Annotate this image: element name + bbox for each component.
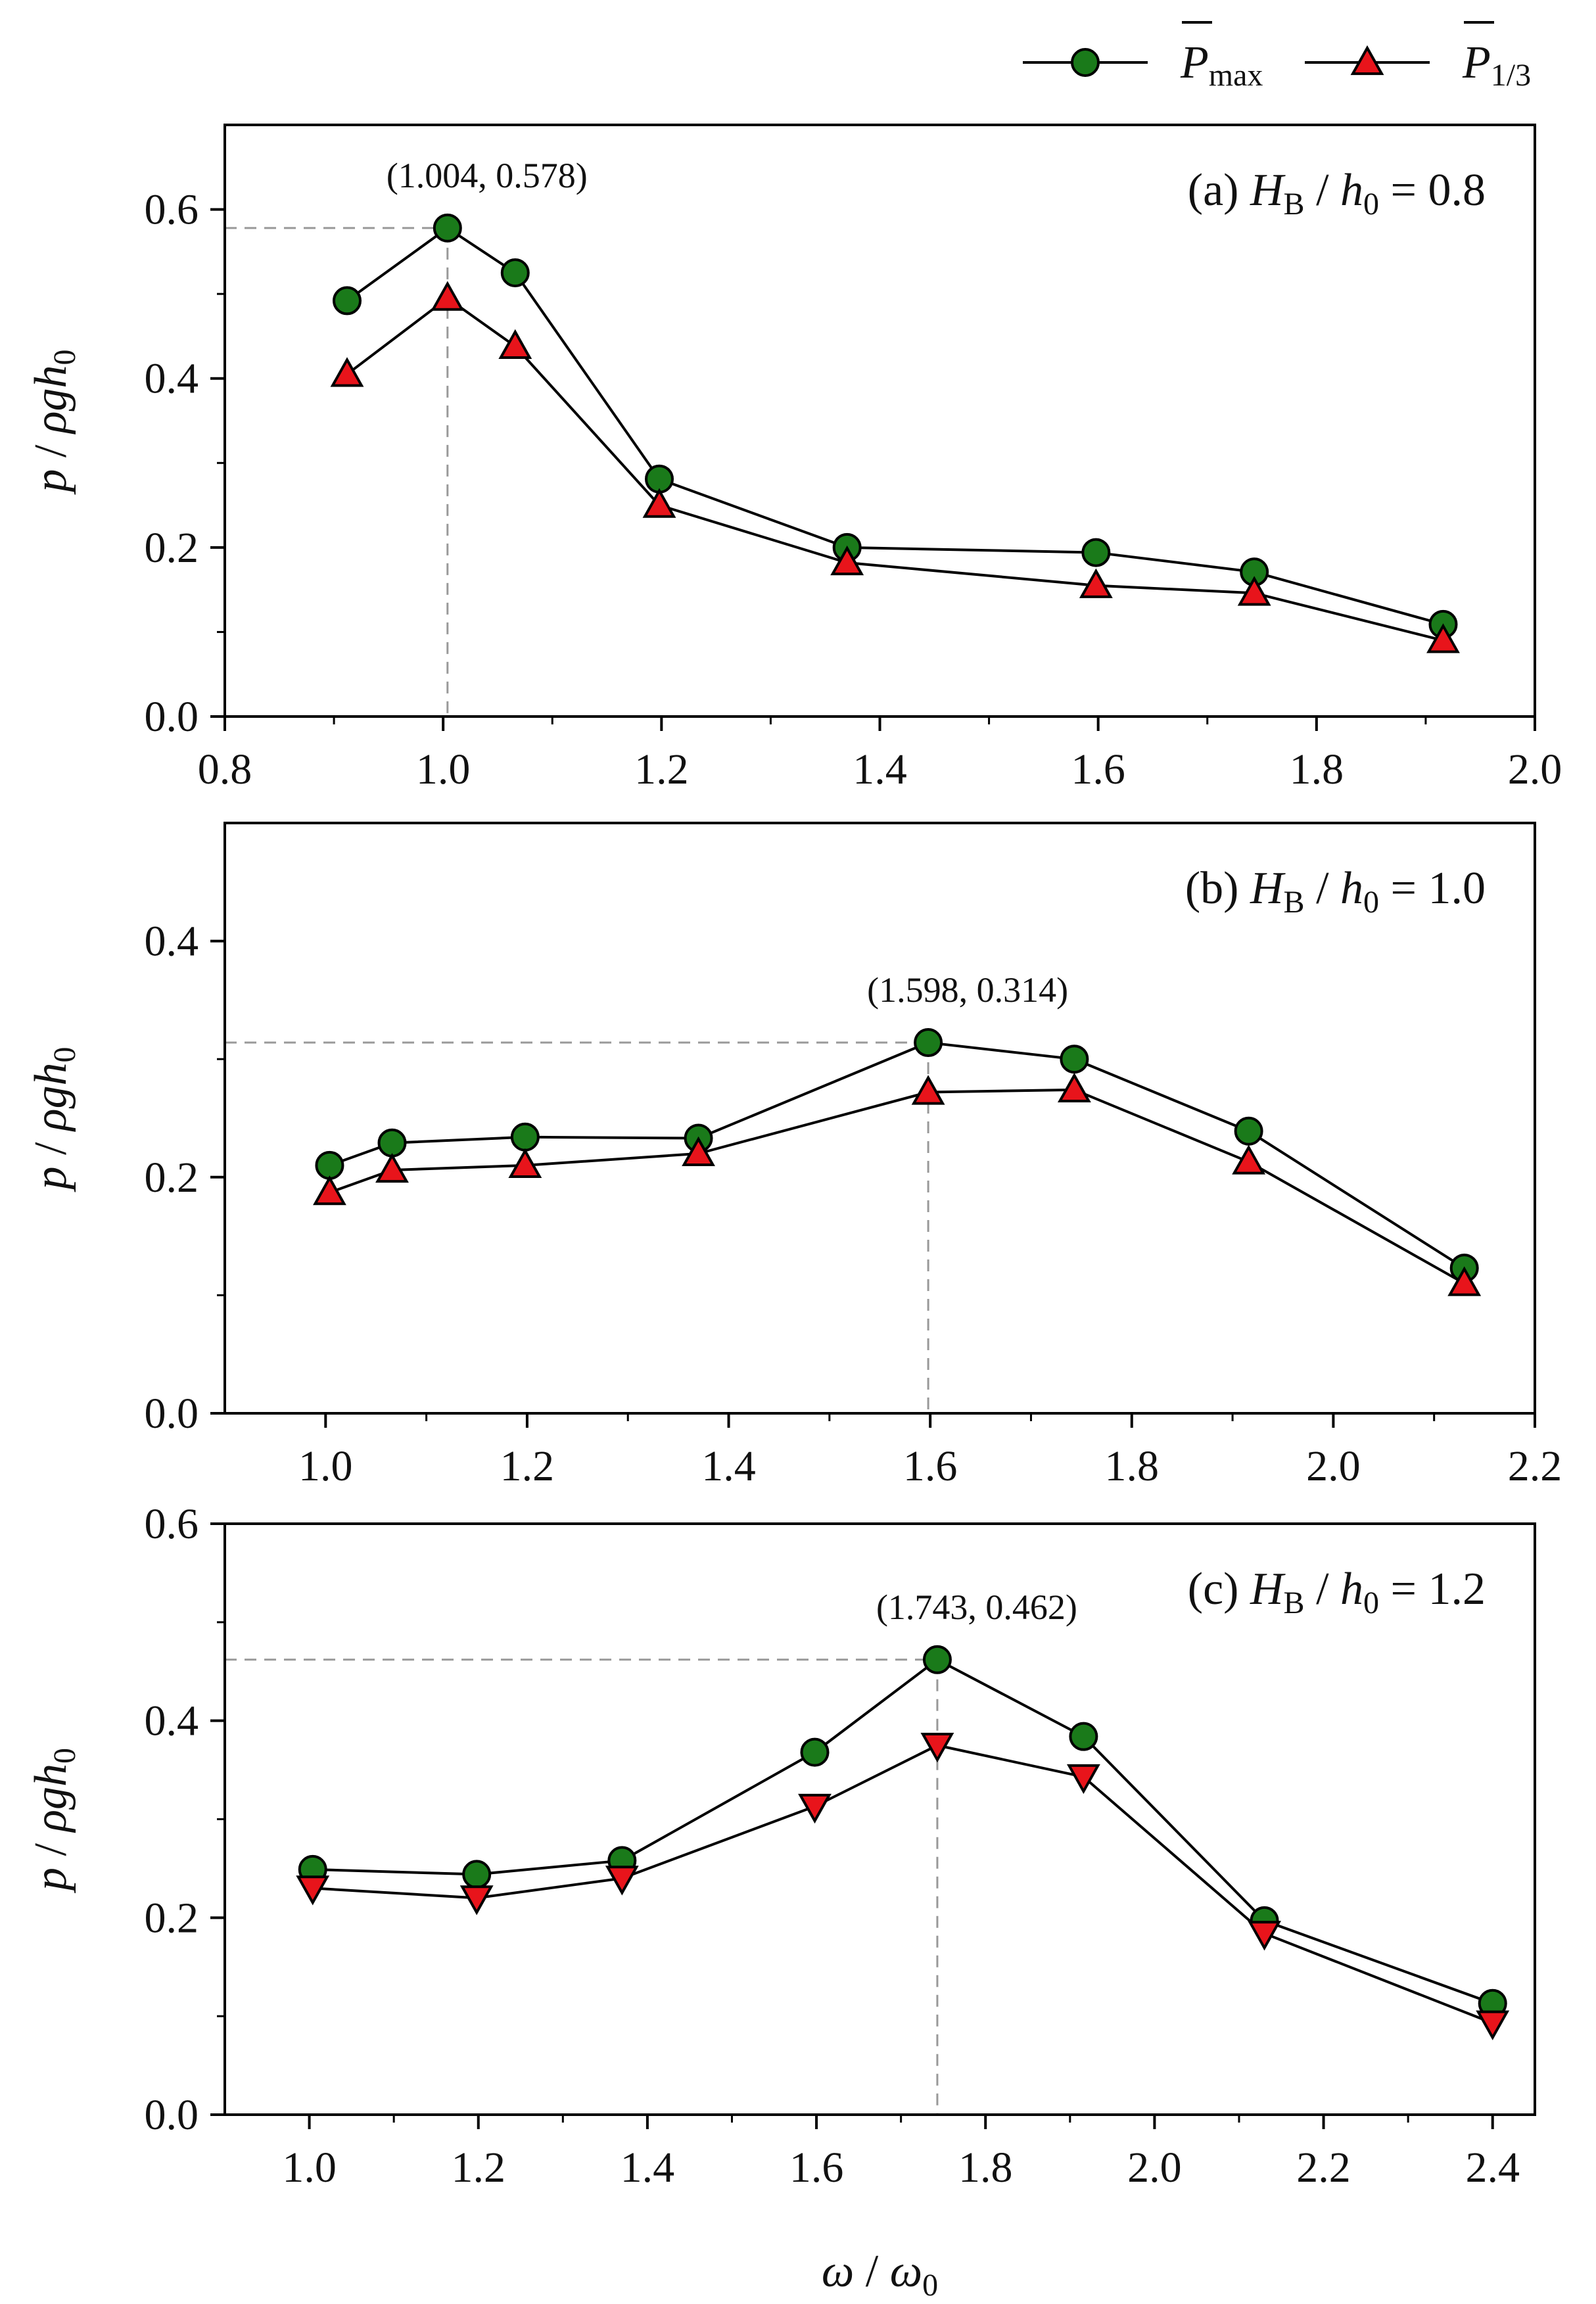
data-point-pmax [1234,1116,1263,1146]
y-tick-label: 0.0 [145,1390,199,1438]
panel-label: (c) HB / h0 = 1.2 [1188,1564,1486,1620]
x-tick-label: 0.8 [198,745,252,793]
legend: Pmax P1/3 [1023,21,1531,93]
y-axis-label: p / ρgh0 [26,349,82,495]
y-tick-label: 0.0 [145,2091,199,2139]
data-point-p13 [911,1075,945,1105]
data-point-pmax [333,286,362,316]
data-point-p13 [330,357,364,387]
data-point-p13 [498,329,532,360]
x-tick-label: 2.0 [1508,745,1562,793]
data-point-p13 [1232,1144,1266,1175]
y-tick-label: 0.6 [145,186,199,234]
panel-b: 1.0 1.2 1.4 1.6 1.8 2.0 2.2 0.0 0.2 0.4 p / ρgh0 (1… [26,822,1562,1490]
x-tick-label: 1.4 [853,745,907,793]
data-point-pmax [500,258,530,287]
data-point-p13 [605,1866,639,1896]
data-point-p13 [1447,1266,1482,1296]
data-point-pmax [922,1645,952,1674]
data-point-p13 [431,281,465,311]
data-point-p13 [798,1793,832,1824]
x-tick-label: 2.2 [1296,2144,1351,2192]
x-tick-label: 1.4 [701,1442,756,1490]
x-tick-label: 1.2 [500,1442,555,1490]
data-point-p13 [508,1148,542,1178]
x-tick-label: 1.0 [282,2144,337,2192]
panel-a: 0.8 1.0 1.2 1.4 1.6 1.8 2.0 0.0 0.2 0.4 0.6 p / ρgh… [26,124,1562,793]
x-tick-label: 1.6 [789,2144,844,2192]
data-point-p13 [313,1175,346,1206]
data-point-pmax [315,1150,344,1180]
x-tick-label: 1.8 [1105,1442,1160,1490]
peak-annotation: (1.598, 0.314) [867,970,1068,1010]
series-line-pmax [346,226,1444,626]
x-tick-label: 1.4 [621,2144,675,2192]
series-line-pmax [312,1658,1493,2005]
x-tick-label: 1.2 [634,745,689,793]
data-point-p13 [459,1885,494,1916]
x-tick-label: 2.2 [1508,1442,1562,1490]
data-point-pmax [1060,1045,1089,1074]
legend-marker-p13 [1350,45,1384,76]
x-tick-label: 1.0 [416,745,471,793]
data-point-p13 [1426,623,1460,653]
data-point-p13 [830,545,864,576]
data-point-pmax [1069,1722,1098,1751]
series-line-pmax [329,1041,1465,1269]
x-axis-label: ω / ω0 [822,2246,938,2303]
data-point-pmax [800,1737,830,1767]
y-tick-label: 0.4 [145,918,199,966]
y-tick-label: 0.2 [145,1154,199,1202]
y-tick-label: 0.2 [145,1894,199,1942]
data-point-p13 [1066,1764,1100,1795]
y-tick-label: 0.6 [145,1500,199,1548]
x-tick-label: 2.0 [1306,1442,1361,1490]
data-point-p13 [682,1136,715,1167]
data-point-pmax [377,1128,407,1158]
x-tick-label: 1.8 [958,2144,1013,2192]
y-tick-label: 0.0 [145,693,199,741]
series-line-p13 [312,1744,1493,2025]
x-tick-label: 1.0 [298,1442,353,1490]
y-axis-label: p / ρgh0 [26,1046,82,1192]
data-point-p13 [1079,568,1113,598]
series-line-p13 [329,1088,1465,1285]
data-point-p13 [1476,2010,1510,2040]
data-point-pmax [914,1028,943,1058]
legend-label: P1/3 [1462,37,1531,93]
panel-c: 1.0 1.2 1.4 1.6 1.8 2.0 2.2 2.4 0.0 0.2 0.4 0.6 p / … [26,1500,1536,2303]
plot-frame [223,822,1536,1415]
data-point-pmax [510,1122,540,1152]
legend-label: Pmax [1180,37,1263,93]
panel-label: (a) HB / h0 = 0.8 [1188,165,1486,222]
y-tick-label: 0.4 [145,1697,199,1745]
data-point-p13 [1237,576,1271,606]
legend-marker-pmax [1071,48,1100,77]
y-axis-label: p / ρgh0 [26,1748,82,1894]
data-point-pmax [1081,538,1111,567]
x-tick-label: 2.0 [1127,2144,1182,2192]
x-tick-label: 2.4 [1465,2144,1520,2192]
data-point-p13 [920,1732,954,1763]
data-point-pmax [462,1860,492,1889]
x-tick-label: 1.6 [903,1442,958,1490]
y-tick-label: 0.2 [145,524,199,572]
panel-label: (b) HB / h0 = 1.0 [1185,863,1486,920]
x-tick-label: 1.6 [1071,745,1125,793]
data-point-pmax [433,213,462,243]
data-point-p13 [296,1875,330,1906]
x-tick-label: 1.2 [451,2144,505,2192]
data-point-p13 [1248,1921,1281,1951]
x-tick-label: 1.8 [1290,745,1344,793]
peak-annotation: (1.004, 0.578) [387,156,588,195]
data-point-p13 [642,488,676,518]
y-tick-label: 0.4 [145,355,199,403]
data-point-p13 [1057,1072,1091,1103]
peak-annotation: (1.743, 0.462) [876,1587,1077,1627]
data-point-p13 [375,1152,409,1183]
